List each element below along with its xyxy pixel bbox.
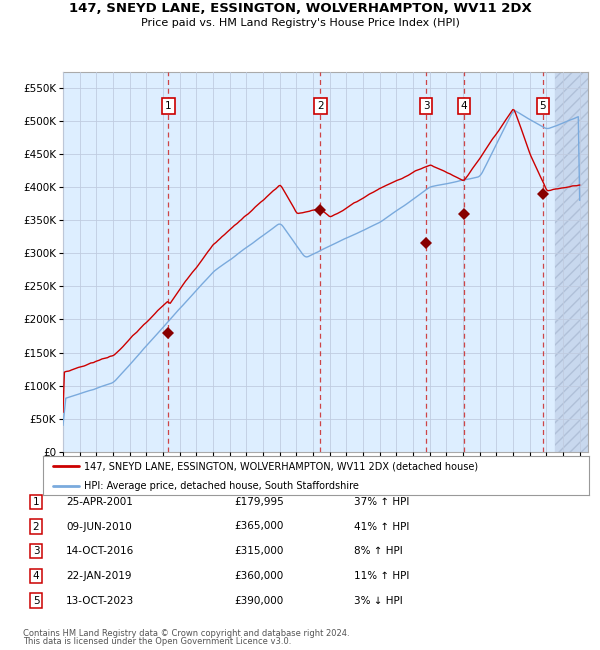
Bar — [554, 72, 588, 452]
Text: 13-OCT-2023: 13-OCT-2023 — [66, 595, 134, 606]
Text: 5: 5 — [32, 595, 40, 606]
Text: 2: 2 — [32, 521, 40, 532]
Text: HPI: Average price, detached house, South Staffordshire: HPI: Average price, detached house, Sout… — [84, 480, 359, 491]
Bar — [554, 72, 588, 452]
Text: 11% ↑ HPI: 11% ↑ HPI — [354, 571, 409, 581]
Text: £360,000: £360,000 — [234, 571, 283, 581]
Text: 4: 4 — [461, 101, 467, 111]
Text: 25-APR-2001: 25-APR-2001 — [66, 497, 133, 507]
Text: £315,000: £315,000 — [234, 546, 283, 556]
Text: 8% ↑ HPI: 8% ↑ HPI — [354, 546, 403, 556]
Text: 2: 2 — [317, 101, 323, 111]
Text: This data is licensed under the Open Government Licence v3.0.: This data is licensed under the Open Gov… — [23, 637, 291, 646]
Text: 147, SNEYD LANE, ESSINGTON, WOLVERHAMPTON, WV11 2DX: 147, SNEYD LANE, ESSINGTON, WOLVERHAMPTO… — [68, 2, 532, 15]
Text: £179,995: £179,995 — [234, 497, 284, 507]
Text: 41% ↑ HPI: 41% ↑ HPI — [354, 521, 409, 532]
Text: 147, SNEYD LANE, ESSINGTON, WOLVERHAMPTON, WV11 2DX (detached house): 147, SNEYD LANE, ESSINGTON, WOLVERHAMPTO… — [84, 461, 478, 471]
Text: 09-JUN-2010: 09-JUN-2010 — [66, 521, 132, 532]
Text: £390,000: £390,000 — [234, 595, 283, 606]
Text: 22-JAN-2019: 22-JAN-2019 — [66, 571, 131, 581]
Text: 3% ↓ HPI: 3% ↓ HPI — [354, 595, 403, 606]
Text: Contains HM Land Registry data © Crown copyright and database right 2024.: Contains HM Land Registry data © Crown c… — [23, 629, 349, 638]
Text: £365,000: £365,000 — [234, 521, 283, 532]
Text: 3: 3 — [423, 101, 430, 111]
Text: 37% ↑ HPI: 37% ↑ HPI — [354, 497, 409, 507]
Text: 4: 4 — [32, 571, 40, 581]
Text: Price paid vs. HM Land Registry's House Price Index (HPI): Price paid vs. HM Land Registry's House … — [140, 18, 460, 28]
Text: 3: 3 — [32, 546, 40, 556]
Text: 14-OCT-2016: 14-OCT-2016 — [66, 546, 134, 556]
Text: 5: 5 — [539, 101, 546, 111]
Text: 1: 1 — [32, 497, 40, 507]
Text: 1: 1 — [165, 101, 172, 111]
